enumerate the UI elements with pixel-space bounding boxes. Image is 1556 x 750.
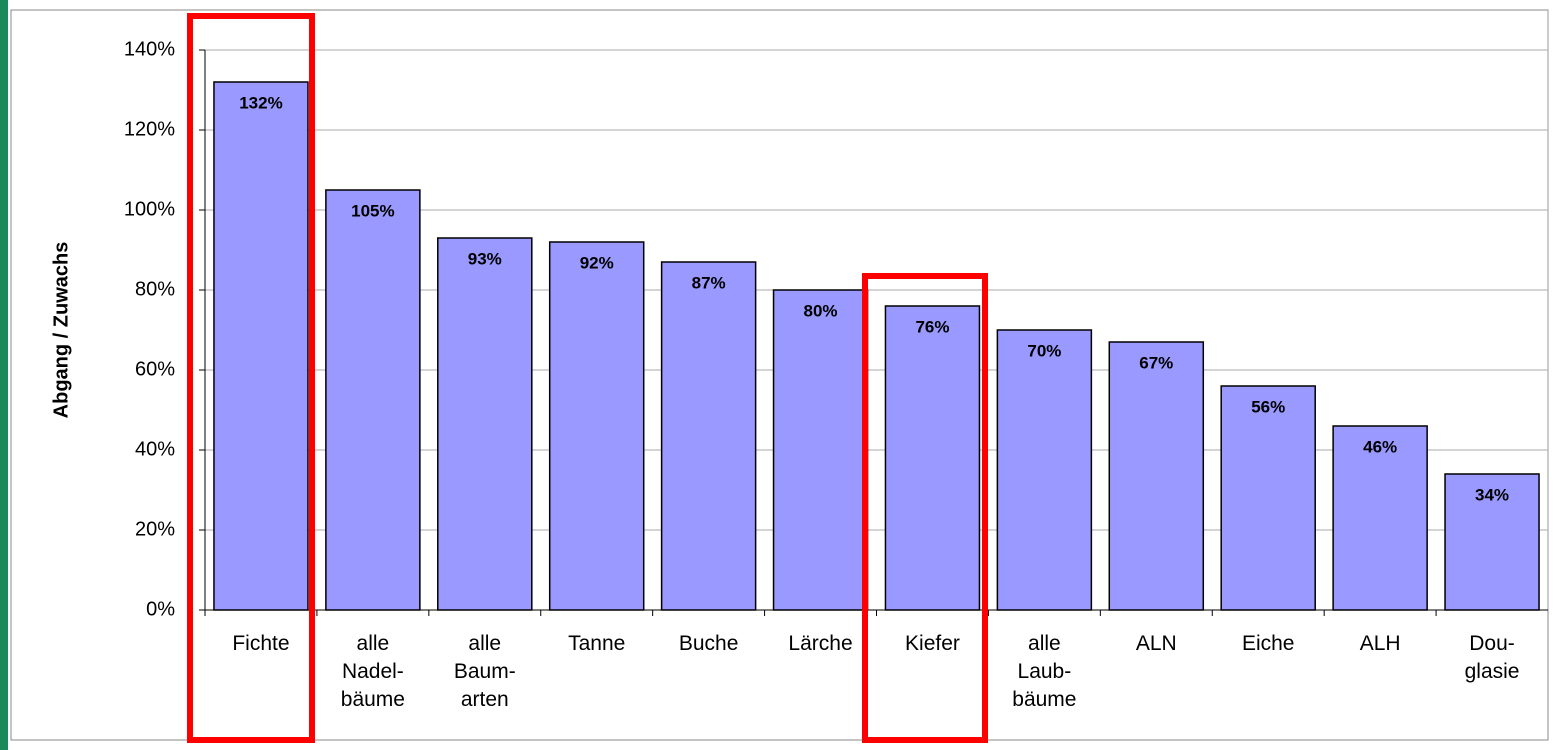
y-tick-label: 100% [124, 198, 175, 220]
value-label: 67% [1139, 353, 1173, 372]
highlight-box [187, 13, 315, 743]
value-label: 92% [580, 253, 614, 272]
y-tick-label: 40% [135, 438, 175, 460]
value-label: 46% [1363, 437, 1397, 456]
bar [213, 81, 309, 611]
bar [1108, 341, 1205, 611]
bar [1332, 425, 1428, 611]
value-label: 87% [692, 273, 726, 292]
value-label: 105% [351, 201, 394, 220]
y-tick-label: 140% [124, 38, 175, 60]
y-tick-label: 0% [146, 598, 175, 620]
x-tick-label: Dou- glasie [1464, 632, 1520, 683]
y-tick-label: 80% [135, 278, 175, 300]
value-label: 34% [1475, 485, 1509, 504]
x-tick-label: Lärche [788, 632, 853, 655]
x-tick-label: Tanne [568, 632, 626, 655]
x-tick-label: ALN [1135, 632, 1177, 655]
value-label: 76% [915, 317, 949, 336]
bar [660, 261, 757, 611]
bar [325, 189, 421, 611]
bar [1444, 473, 1540, 611]
y-tick-label: 60% [135, 358, 175, 380]
side-strip [0, 0, 8, 750]
value-label: 70% [1027, 341, 1061, 360]
x-tick-label: Kiefer [905, 632, 960, 655]
bar [884, 305, 981, 611]
x-tick-label: Buche [678, 632, 739, 655]
y-tick-label: 120% [124, 118, 175, 140]
x-tick-label: ALH [1359, 632, 1401, 655]
bar [996, 329, 1093, 611]
y-axis-title: Abgang / Zuwachs [50, 242, 72, 419]
value-label: 93% [468, 249, 502, 268]
value-label: 132% [239, 93, 282, 112]
x-tick-label: alle Baum- arten [453, 632, 516, 711]
x-tick-label: Eiche [1241, 632, 1295, 655]
bar [1220, 385, 1316, 611]
bar [548, 241, 645, 611]
value-label: 80% [804, 301, 838, 320]
bar [772, 289, 869, 611]
x-tick-label: Fichte [232, 632, 290, 655]
x-tick-label: alle Laub- bäume [1012, 632, 1077, 711]
value-label: 56% [1251, 397, 1285, 416]
highlights [187, 13, 988, 743]
bar [437, 237, 533, 611]
y-tick-label: 20% [135, 518, 175, 540]
highlight-box [862, 273, 988, 743]
x-tick-label: alle Nadel- bäume [340, 632, 405, 711]
plot: 0% 20% 40% 60% 80% 100% 120% 140% 132% 105% 93% 92%… [124, 10, 1549, 620]
